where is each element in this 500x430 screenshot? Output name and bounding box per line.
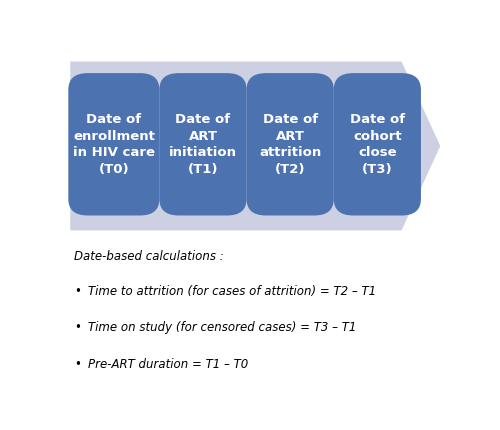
- Text: Date-based calculations :: Date-based calculations :: [74, 250, 224, 263]
- Text: •: •: [74, 285, 81, 298]
- Text: Date of
enrollment
in HIV care
(T0): Date of enrollment in HIV care (T0): [73, 113, 155, 175]
- FancyBboxPatch shape: [334, 73, 421, 215]
- Text: •: •: [74, 358, 81, 371]
- FancyBboxPatch shape: [246, 73, 334, 215]
- Text: Time on study (for censored cases) = T3 – T1: Time on study (for censored cases) = T3 …: [88, 322, 356, 335]
- Text: Date of
ART
attrition
(T2): Date of ART attrition (T2): [259, 113, 322, 175]
- Polygon shape: [70, 61, 440, 230]
- Text: Pre-ART duration = T1 – T0: Pre-ART duration = T1 – T0: [88, 358, 248, 371]
- Text: Time to attrition (for cases of attrition) = T2 – T1: Time to attrition (for cases of attritio…: [88, 285, 376, 298]
- FancyBboxPatch shape: [160, 73, 246, 215]
- Text: Date of
cohort
close
(T3): Date of cohort close (T3): [350, 113, 405, 175]
- Text: Date of
ART
initiation
(T1): Date of ART initiation (T1): [169, 113, 237, 175]
- FancyBboxPatch shape: [68, 73, 160, 215]
- Text: •: •: [74, 322, 81, 335]
